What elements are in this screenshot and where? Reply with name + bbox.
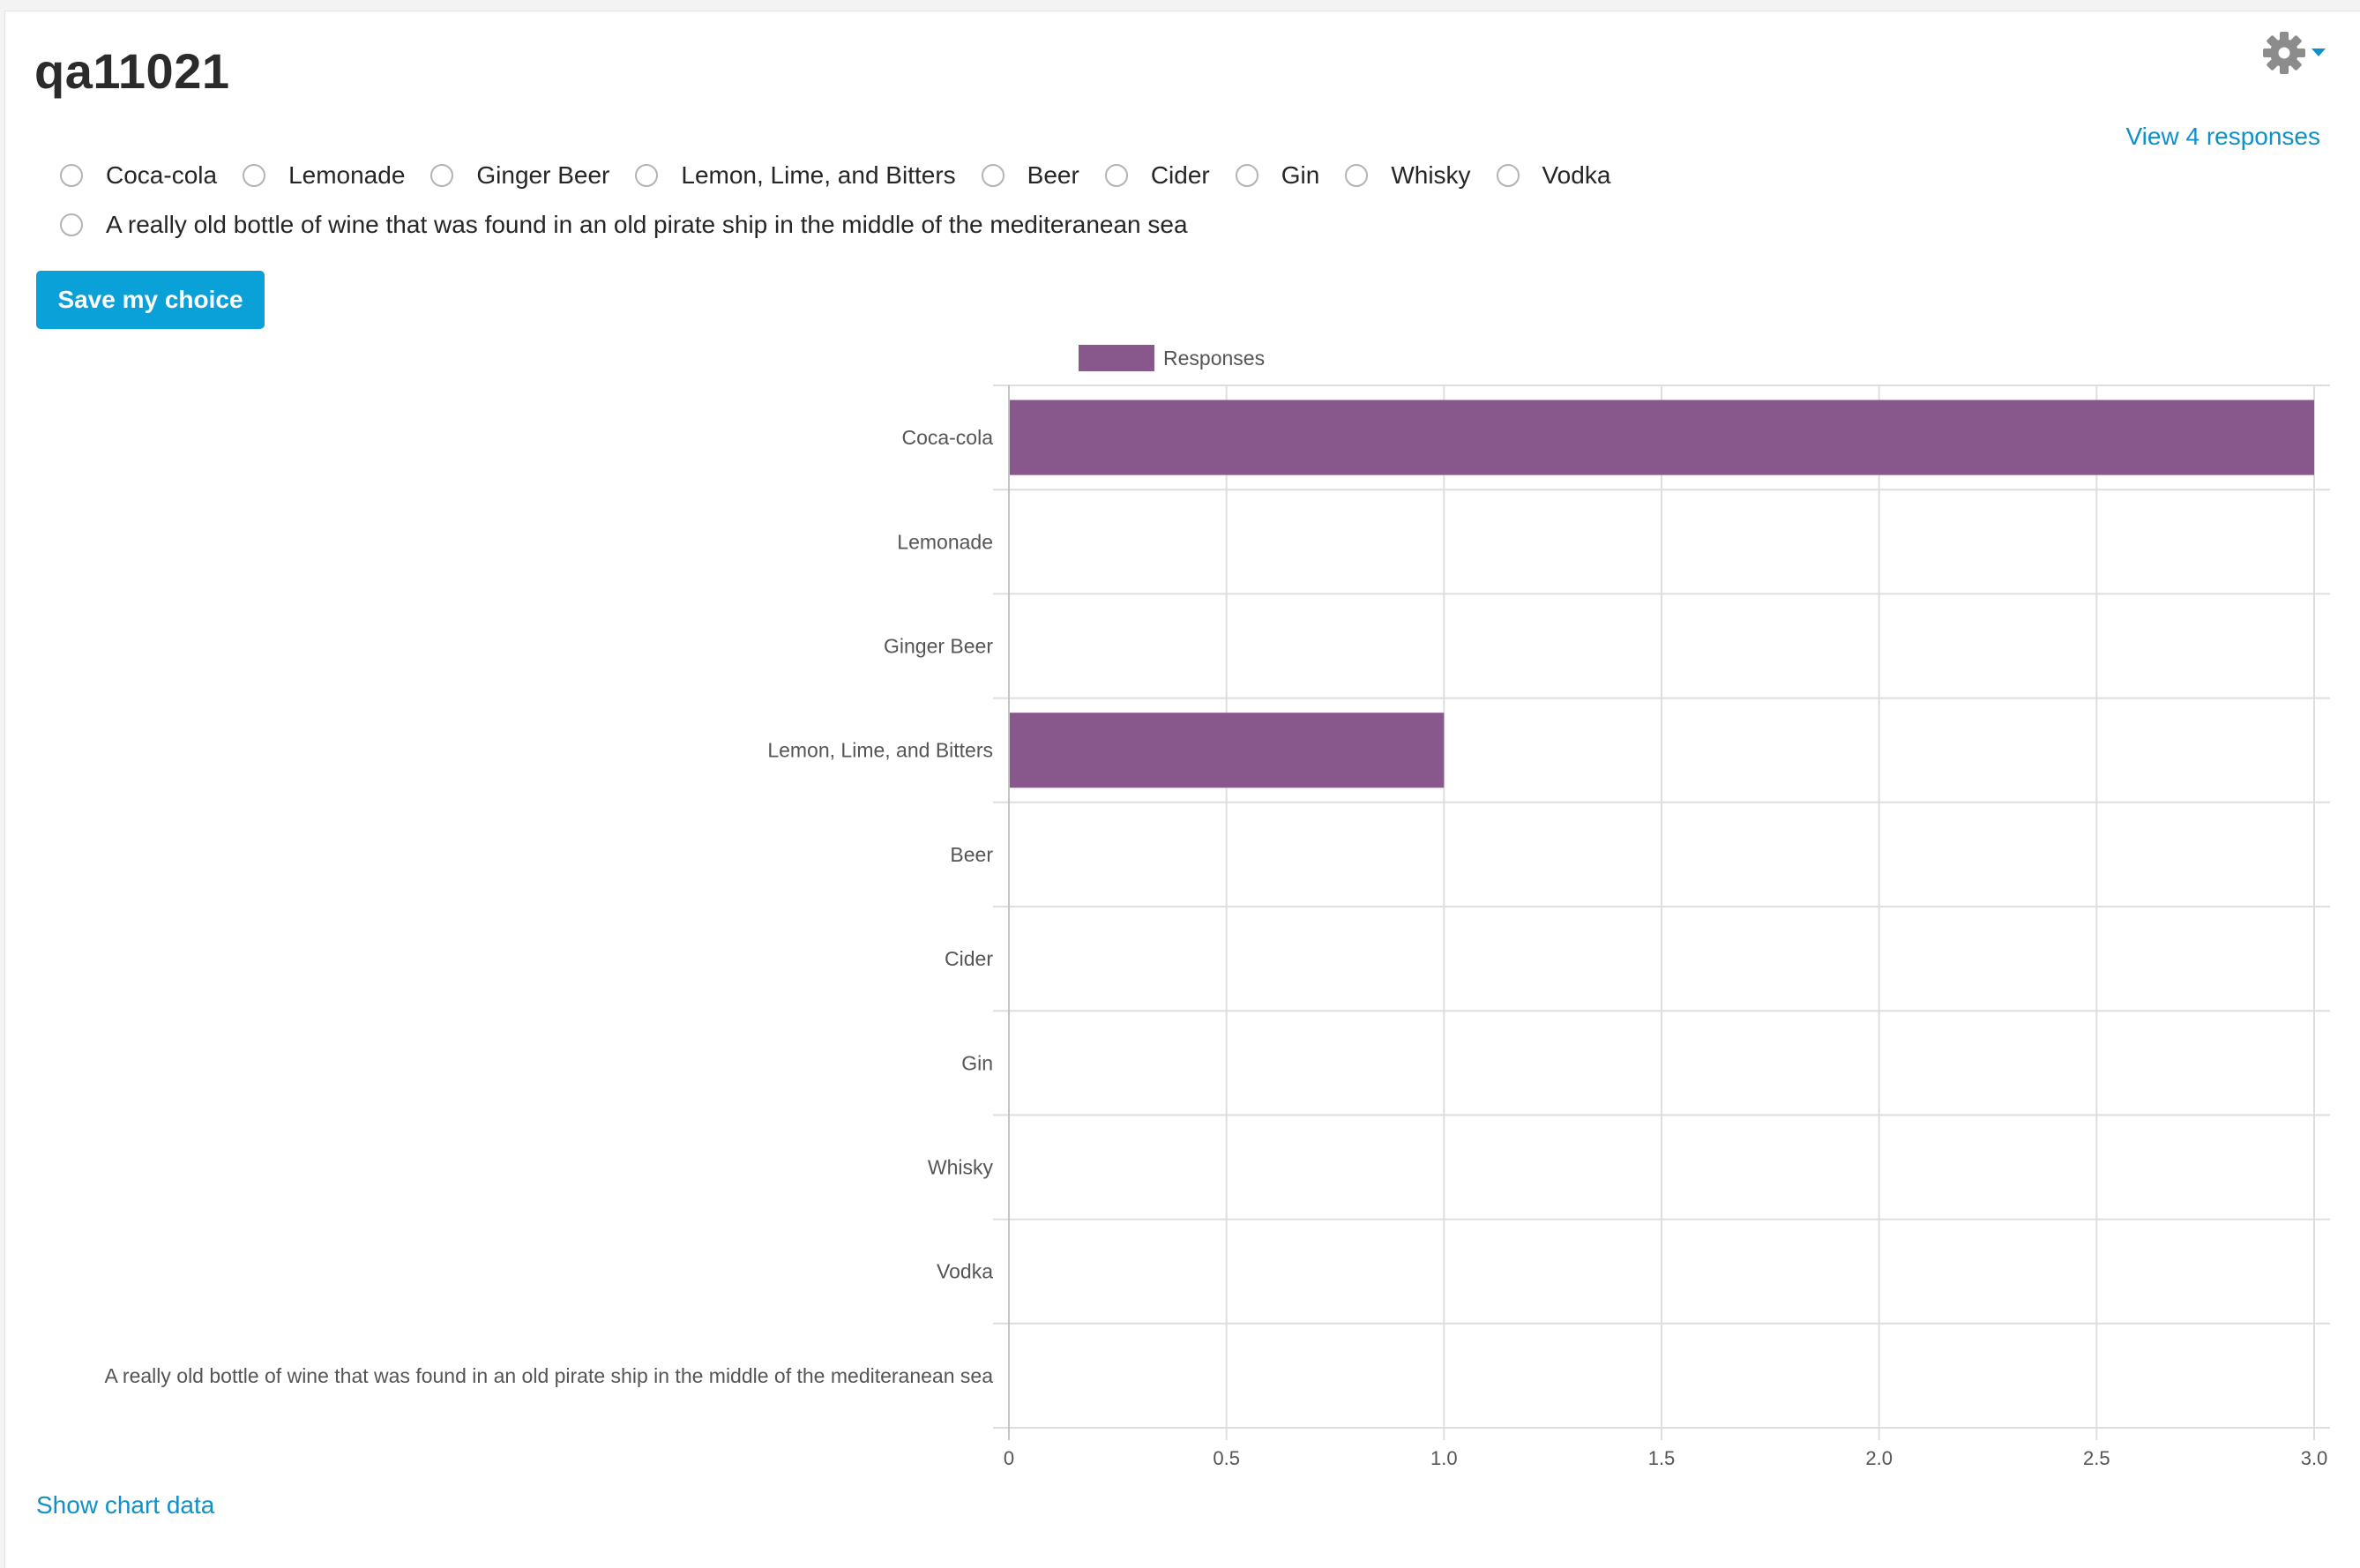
y-category-label: Vodka (937, 1260, 993, 1283)
y-category-label: Gin (961, 1051, 993, 1074)
option-whisky[interactable]: Whisky (1345, 160, 1471, 191)
option-row: A really old bottle of wine that was fou… (60, 209, 1214, 241)
option-gin[interactable]: Gin (1235, 160, 1320, 191)
bar (1010, 399, 2314, 475)
radio-button[interactable] (60, 213, 83, 236)
option-label: Lemonade (288, 161, 406, 189)
radio-button[interactable] (1496, 164, 1520, 187)
save-choice-button[interactable]: Save my choice (36, 271, 265, 329)
x-tick-label: 3.0 (2301, 1447, 2328, 1469)
option-label: A really old bottle of wine that was fou… (106, 211, 1188, 238)
option-label: Whisky (1391, 161, 1471, 189)
option-label: Ginger Beer (476, 161, 610, 189)
option-label: Vodka (1542, 161, 1611, 189)
y-category-label: Ginger Beer (884, 635, 993, 658)
x-tick-label: 1.0 (1430, 1447, 1458, 1469)
option-label: Cider (1150, 161, 1210, 189)
option-row: Coca-cola Lemonade Ginger Beer Lemon, Li… (60, 160, 1636, 191)
option-ginger-beer[interactable]: Ginger Beer (430, 160, 609, 191)
y-category-label: Lemon, Lime, and Bitters (767, 739, 993, 762)
x-tick-label: 1.5 (1648, 1447, 1676, 1469)
option-cider[interactable]: Cider (1104, 160, 1210, 191)
page-title: qa11021 (34, 43, 230, 99)
option-vodka[interactable]: Vodka (1496, 160, 1611, 191)
bar (1010, 713, 1445, 788)
legend-swatch (1079, 345, 1154, 371)
settings-menu-button[interactable] (2262, 31, 2326, 75)
option-lemonade[interactable]: Lemonade (243, 160, 405, 191)
caret-down-icon (2311, 49, 2326, 57)
radio-button[interactable] (1235, 164, 1258, 187)
x-tick-label: 0.5 (1213, 1447, 1240, 1469)
y-category-label: Whisky (928, 1156, 994, 1179)
x-tick-label: 2.5 (2083, 1447, 2110, 1469)
option-label: Coca-cola (106, 161, 218, 189)
x-tick-label: 0 (1004, 1447, 1014, 1469)
y-category-label: A really old bottle of wine that was fou… (104, 1364, 993, 1387)
y-category-label: Coca-cola (901, 426, 993, 449)
question-card: qa11021 (4, 11, 2360, 1568)
gear-icon (2262, 31, 2306, 75)
radio-button[interactable] (1345, 164, 1369, 187)
option-beer[interactable]: Beer (981, 160, 1079, 191)
x-tick-label: 2.0 (1865, 1447, 1893, 1469)
option-old-wine[interactable]: A really old bottle of wine that was fou… (60, 209, 1188, 241)
radio-button[interactable] (635, 164, 659, 187)
option-label: Gin (1281, 161, 1320, 189)
show-chart-data-link[interactable]: Show chart data (36, 1491, 215, 1519)
y-category-label: Cider (945, 947, 993, 970)
radio-button[interactable] (60, 164, 83, 187)
legend-label: Responses (1163, 347, 1265, 370)
responses-bar-chart: 0 0.5 1.0 1.5 2.0 2.5 3.0 Coca-cola Lemonade Ging… (104, 345, 2330, 1469)
option-coca-cola[interactable]: Coca-cola (60, 160, 217, 191)
radio-button[interactable] (243, 164, 266, 187)
option-lemon-lime-bitters[interactable]: Lemon, Lime, and Bitters (635, 160, 956, 191)
radio-button[interactable] (430, 164, 454, 187)
y-category-label: Lemonade (897, 530, 993, 553)
radio-button[interactable] (981, 164, 1004, 187)
option-label: Lemon, Lime, and Bitters (681, 161, 956, 189)
view-responses-link[interactable]: View 4 responses (2125, 123, 2321, 150)
option-label: Beer (1027, 161, 1079, 189)
radio-button[interactable] (1104, 164, 1128, 187)
y-category-label: Beer (950, 843, 993, 866)
